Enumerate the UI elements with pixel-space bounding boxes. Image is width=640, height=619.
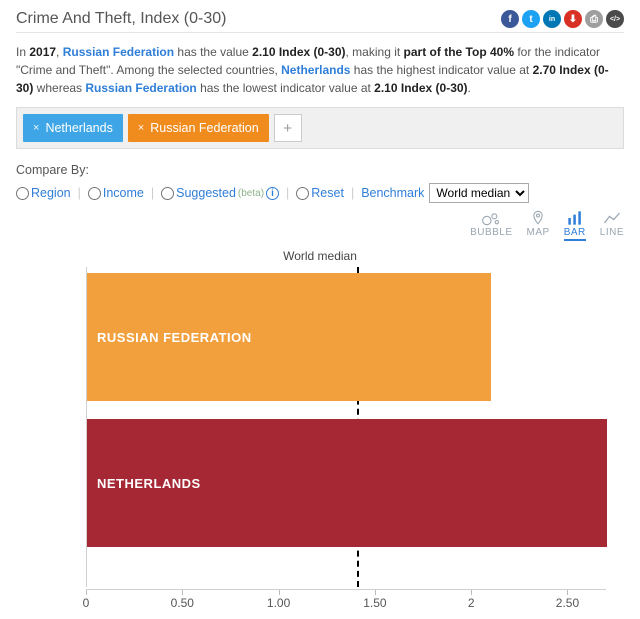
bar-russian-federation[interactable]: RUSSIAN FEDERATION	[87, 273, 491, 401]
share-print-icon[interactable]: ⎙	[585, 10, 603, 28]
share-facebook-icon[interactable]: f	[501, 10, 519, 28]
suggested-radio[interactable]	[161, 187, 174, 200]
benchmark-label: Benchmark	[361, 186, 424, 200]
benchmark-select[interactable]: World median	[429, 183, 529, 203]
compare-by-label: Compare By:	[16, 163, 624, 177]
remove-icon[interactable]: ×	[138, 122, 144, 134]
country-link-low[interactable]: Russian Federation	[85, 81, 196, 95]
bar-netherlands[interactable]: NETHERLANDS	[87, 419, 607, 547]
view-bubble[interactable]: BUBBLE	[470, 209, 512, 241]
map-icon	[528, 209, 548, 227]
reset-radio[interactable]	[296, 187, 309, 200]
median-label: World median	[16, 249, 624, 263]
region-radio[interactable]	[16, 187, 29, 200]
compare-income[interactable]: Income	[88, 186, 144, 200]
line-icon	[602, 209, 622, 227]
share-pdf-icon[interactable]: ⬇	[564, 10, 582, 28]
chip-russian-federation[interactable]: ×Russian Federation	[128, 114, 269, 142]
summary-text: In 2017, Russian Federation has the valu…	[16, 43, 624, 97]
share-embed-icon[interactable]: </>	[606, 10, 624, 28]
bubble-icon	[481, 209, 501, 227]
remove-icon[interactable]: ×	[33, 122, 39, 134]
compare-region[interactable]: Region	[16, 186, 71, 200]
view-modes: BUBBLE MAP BAR LINE	[16, 209, 624, 241]
chart: World median RUSSIAN FEDERATION NETHERLAN…	[16, 249, 624, 609]
view-line[interactable]: LINE	[600, 209, 624, 241]
info-icon[interactable]: i	[266, 187, 279, 200]
chip-netherlands[interactable]: ×Netherlands	[23, 114, 123, 142]
selection-chip-bar: ×Netherlands×Russian Federation+	[16, 107, 624, 149]
chart-plot: RUSSIAN FEDERATION NETHERLANDS	[86, 267, 606, 587]
share-icons: ftin⬇⎙</>	[501, 10, 624, 28]
share-linkedin-icon[interactable]: in	[543, 10, 561, 28]
bar-icon	[565, 209, 585, 227]
compare-row: Region | Income | Suggested (beta) i | R…	[16, 183, 624, 203]
add-country-button[interactable]: +	[274, 114, 302, 142]
income-radio[interactable]	[88, 187, 101, 200]
country-link-subject[interactable]: Russian Federation	[63, 45, 174, 59]
view-bar[interactable]: BAR	[564, 209, 586, 241]
chart-xaxis: 00.501.001.5022.50	[86, 589, 606, 607]
country-link-high[interactable]: Netherlands	[281, 63, 350, 77]
share-twitter-icon[interactable]: t	[522, 10, 540, 28]
view-map[interactable]: MAP	[527, 209, 550, 241]
compare-reset[interactable]: Reset	[296, 186, 344, 200]
page-title: Crime And Theft, Index (0-30)	[16, 10, 226, 28]
compare-suggested[interactable]: Suggested (beta) i	[161, 186, 279, 200]
